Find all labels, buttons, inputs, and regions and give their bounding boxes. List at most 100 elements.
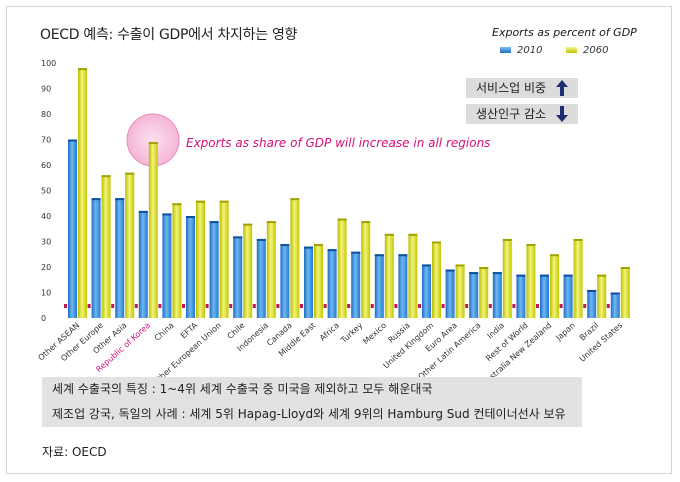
category-marker	[465, 304, 469, 308]
bar-2060-other-asia	[125, 172, 135, 318]
bar-cap	[469, 272, 479, 275]
bar-2060-other-european-union	[219, 200, 229, 318]
x-tick-label: United States	[578, 321, 624, 364]
bar-cap	[186, 216, 195, 218]
bar-2060-brazil	[597, 274, 607, 318]
y-tick-label: 50	[41, 187, 51, 196]
bar-2010-rest-of-world	[516, 274, 526, 318]
x-tick-label: Africa	[318, 321, 341, 343]
bar-2060-australia-new-zealand	[550, 254, 559, 318]
category-marker	[134, 304, 138, 308]
bar-cap	[233, 236, 243, 239]
bar-2010-brazil	[587, 289, 597, 318]
callout-label: 생산인구 감소	[476, 107, 547, 121]
bar-cap	[138, 210, 148, 213]
bar-cap	[526, 244, 536, 247]
bar-2010-indonesia	[256, 238, 266, 318]
callout-label: 서비스업 비중	[476, 81, 547, 95]
bar-cap	[304, 246, 313, 249]
bar-cap	[280, 244, 290, 247]
category-marker	[64, 304, 67, 308]
bar-cap	[398, 254, 408, 257]
bar-cap	[502, 238, 512, 241]
bar-2010-other-latin-america	[469, 272, 479, 318]
bar-2060-other-europe	[101, 175, 111, 318]
bar-cap	[115, 198, 125, 201]
bar-cap	[125, 172, 135, 175]
bar-cap	[162, 213, 172, 216]
bar-cap	[563, 274, 573, 277]
category-marker	[205, 304, 209, 308]
x-tick-label: India	[486, 321, 507, 341]
bar-2010-africa	[327, 249, 337, 318]
callout-service-share: 서비스업 비중	[466, 78, 578, 98]
x-tick-label: Turkey	[338, 321, 364, 346]
bar-2060-mexico	[384, 233, 394, 318]
bar-2010-chile	[233, 236, 243, 318]
y-tick-label: 100	[41, 59, 56, 68]
bar-cap	[374, 254, 384, 257]
info-line-exporters: 세계 수출국의 특징 : 1~4위 세계 수출국 중 미국을 제외하고 모두 해…	[42, 377, 582, 401]
bar-2060-japan	[573, 238, 583, 318]
bar-2060-republic-of-korea	[148, 142, 158, 318]
category-marker	[252, 304, 256, 308]
bar-cap	[610, 292, 620, 295]
bar-cap	[361, 221, 371, 224]
bar-cap	[314, 244, 323, 247]
bar-2060-rest-of-world	[526, 244, 536, 318]
x-tick-label: Mexico	[361, 321, 388, 346]
bar-cap	[101, 175, 111, 178]
bar-cap	[172, 203, 182, 206]
bar-cap	[408, 233, 418, 236]
bar-2010-turkey	[351, 251, 361, 318]
bar-2010-euro-area	[445, 269, 455, 318]
bar-2010-canada	[280, 244, 290, 318]
bar-2010-other-asia	[115, 198, 125, 318]
y-tick-label: 80	[41, 110, 51, 119]
bar-cap	[540, 274, 549, 277]
bar-cap	[597, 274, 607, 277]
bar-2010-other-european-union	[209, 221, 219, 318]
bar-cap	[243, 223, 253, 226]
callout-population-decline: 생산인구 감소	[466, 104, 578, 124]
bar-2010-india	[492, 272, 502, 318]
x-tick-label: Japan	[554, 321, 577, 343]
y-tick-label: 90	[41, 85, 51, 94]
chart-annotation: Exports as share of GDP will increase in…	[186, 136, 491, 150]
bar-2060-efta	[196, 200, 205, 318]
bar-cap	[445, 269, 455, 272]
category-marker	[347, 304, 351, 308]
legend-label-2060: 2060	[583, 45, 609, 56]
legend-item-2010: 2010	[500, 45, 542, 56]
category-marker	[276, 304, 280, 308]
bar-2010-united-kingdom	[422, 264, 431, 318]
bar-2060-united-kingdom	[432, 241, 441, 318]
legend-swatch-2010	[500, 47, 511, 53]
bar-2010-efta	[186, 216, 195, 318]
bar-cap	[492, 272, 502, 275]
bar-cap	[68, 139, 77, 142]
category-marker	[559, 304, 563, 308]
x-tick-label: Chile	[226, 321, 247, 341]
bar-cap	[384, 233, 394, 236]
bar-cap	[148, 142, 158, 145]
category-marker	[606, 304, 610, 308]
bar-2010-australia-new-zealand	[540, 274, 549, 318]
category-marker	[370, 304, 374, 308]
legend-item-2060: 2060	[566, 45, 608, 56]
category-marker	[111, 304, 115, 308]
bar-2010-other-europe	[91, 198, 101, 318]
category-marker	[229, 304, 233, 308]
bar-2010-middle-east	[304, 246, 313, 318]
bar-cap	[516, 274, 526, 277]
bar-cap	[351, 251, 361, 254]
bar-cap	[219, 200, 229, 203]
y-tick-label: 60	[41, 161, 51, 170]
y-tick-label: 20	[41, 263, 51, 272]
bar-cap	[290, 198, 300, 201]
y-tick-label: 30	[41, 238, 51, 247]
bar-cap	[337, 218, 347, 221]
category-marker	[488, 304, 492, 308]
y-tick-label: 70	[41, 136, 51, 145]
